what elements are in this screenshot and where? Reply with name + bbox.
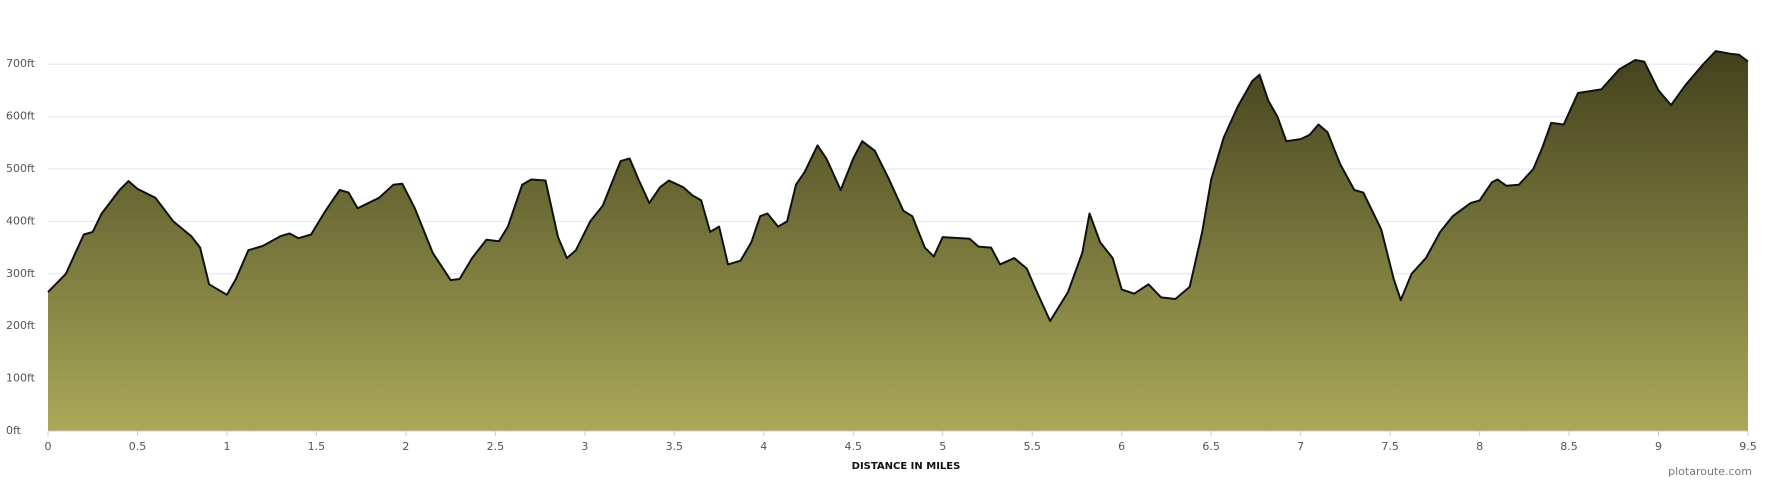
x-tick-label: 8 (1476, 440, 1483, 453)
x-tick-label: 1 (223, 440, 230, 453)
x-tick-label: 7.5 (1381, 440, 1399, 453)
elevation-area (48, 51, 1748, 431)
x-tick-label: 5 (939, 440, 946, 453)
x-tick-label: 9.5 (1739, 440, 1757, 453)
x-tick-label: 9 (1655, 440, 1662, 453)
x-tick-label: 8.5 (1560, 440, 1578, 453)
y-tick-label: 300ft (6, 267, 36, 280)
x-tick-label: 2.5 (487, 440, 505, 453)
x-tick-label: 1.5 (308, 440, 326, 453)
x-axis-title: DISTANCE IN MILES (852, 461, 961, 472)
x-tick-label: 3.5 (666, 440, 684, 453)
credit: plotaroute.com (1668, 465, 1752, 478)
x-tick-label: 0.5 (129, 440, 147, 453)
y-tick-label: 700ft (6, 57, 36, 70)
y-tick-label: 600ft (6, 110, 36, 123)
x-tick-label: 4.5 (845, 440, 863, 453)
y-tick-label: 500ft (6, 162, 36, 175)
x-tick-label: 6.5 (1202, 440, 1220, 453)
x-tick-label: 0 (45, 440, 52, 453)
y-tick-label: 200ft (6, 319, 36, 332)
x-tick-label: 6 (1118, 440, 1125, 453)
x-tick-label: 3 (581, 440, 588, 453)
x-tick-label: 5.5 (1023, 440, 1041, 453)
y-tick-label: 0ft (6, 424, 22, 437)
elevation-line (47, 50, 1749, 322)
y-tick-label: 400ft (6, 214, 36, 227)
x-tick-label: 2 (402, 440, 409, 453)
y-tick-label: 100ft (6, 372, 36, 385)
x-tick-label: 4 (760, 440, 767, 453)
x-tick-label: 7 (1297, 440, 1304, 453)
